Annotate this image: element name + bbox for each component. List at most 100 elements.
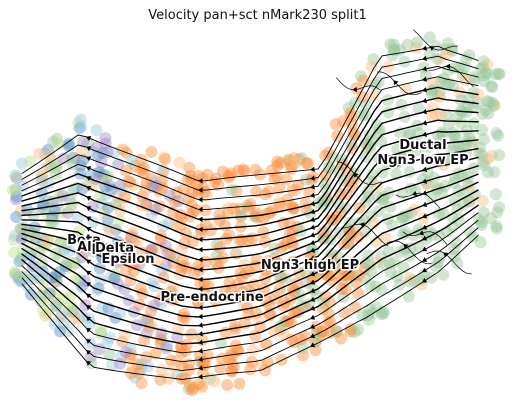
cell-point bbox=[106, 358, 119, 371]
cell-point bbox=[128, 235, 140, 248]
streamline bbox=[21, 108, 479, 241]
cell-point bbox=[12, 273, 25, 286]
streamline bbox=[21, 197, 479, 336]
stream-arrow bbox=[418, 230, 425, 236]
cell-point bbox=[288, 336, 301, 349]
cell-point bbox=[274, 200, 286, 213]
cell-point bbox=[476, 149, 488, 162]
cell-point bbox=[99, 132, 112, 145]
cell-point bbox=[163, 217, 176, 229]
cell-point bbox=[53, 251, 66, 264]
cell-point bbox=[220, 233, 233, 245]
cell-point bbox=[44, 152, 57, 165]
cell-point bbox=[175, 341, 188, 354]
cell-point bbox=[96, 252, 109, 264]
cell-point bbox=[455, 117, 468, 130]
cell-point bbox=[139, 184, 151, 197]
stream-arrow bbox=[310, 342, 316, 348]
cell-point bbox=[140, 199, 153, 212]
cell-point bbox=[326, 269, 338, 282]
cell-point bbox=[359, 225, 372, 238]
cell-point bbox=[366, 307, 379, 320]
stream-arrow bbox=[86, 196, 92, 201]
cell-point bbox=[222, 207, 235, 219]
cell-point bbox=[15, 269, 28, 282]
stream-arrow bbox=[86, 316, 92, 322]
cell-point bbox=[294, 333, 307, 346]
cell-point bbox=[196, 380, 209, 393]
cell-point bbox=[486, 81, 499, 93]
cell-point bbox=[50, 299, 63, 312]
cell-point bbox=[433, 252, 446, 264]
cell-point bbox=[109, 198, 122, 211]
cell-point bbox=[491, 206, 504, 219]
cell-point bbox=[94, 324, 107, 337]
cell-point bbox=[453, 61, 466, 74]
cell-point bbox=[356, 90, 369, 103]
cell-point bbox=[57, 317, 70, 330]
cell-point bbox=[213, 241, 226, 254]
stream-arrow bbox=[86, 270, 92, 276]
cell-point bbox=[24, 155, 37, 168]
cluster-label-epsilon: Epsilon bbox=[101, 252, 154, 267]
cluster-label-alpha: Alpha bbox=[77, 240, 119, 255]
cell-point bbox=[362, 313, 375, 326]
stream-arrow bbox=[310, 305, 316, 311]
streamline bbox=[335, 77, 381, 91]
cell-point bbox=[395, 98, 408, 111]
stream-arrow bbox=[198, 374, 203, 380]
cell-point bbox=[377, 259, 390, 272]
stream-arrow bbox=[86, 327, 92, 333]
cell-point bbox=[194, 277, 207, 290]
streamline bbox=[21, 235, 479, 380]
streamline bbox=[413, 29, 458, 51]
cell-point bbox=[235, 209, 248, 222]
cell-point bbox=[446, 126, 459, 139]
cell-point bbox=[157, 288, 169, 301]
cell-point bbox=[53, 190, 66, 202]
cell-point bbox=[405, 206, 418, 219]
streamline bbox=[21, 227, 479, 372]
cell-point bbox=[50, 158, 63, 171]
stream-arrow bbox=[310, 323, 316, 329]
cell-point bbox=[187, 381, 200, 394]
cell-point bbox=[484, 212, 497, 225]
streamline bbox=[21, 97, 479, 231]
cell-point bbox=[274, 197, 287, 210]
cell-point bbox=[305, 174, 318, 186]
cell-point bbox=[475, 218, 488, 231]
cell-point bbox=[135, 358, 148, 371]
cell-point bbox=[123, 254, 136, 267]
stream-arrow bbox=[310, 333, 316, 339]
cell-point bbox=[10, 211, 23, 223]
cell-point bbox=[456, 68, 469, 81]
stream-arrow bbox=[310, 216, 316, 223]
cell-point bbox=[408, 203, 421, 216]
cell-point bbox=[34, 295, 47, 308]
cluster-label-delta: Delta bbox=[95, 241, 134, 256]
stream-arrow bbox=[359, 222, 365, 228]
streamline bbox=[21, 156, 479, 290]
cell-point bbox=[226, 349, 239, 362]
stream-arrow bbox=[198, 196, 203, 203]
cell-point bbox=[225, 167, 238, 180]
cell-point bbox=[217, 165, 229, 178]
cell-point bbox=[210, 257, 223, 270]
cell-point bbox=[179, 312, 192, 325]
cell-point bbox=[367, 53, 380, 66]
cell-point bbox=[138, 315, 151, 328]
cell-point bbox=[73, 122, 86, 135]
cell-point bbox=[324, 315, 337, 328]
streamline bbox=[21, 219, 479, 363]
cell-point bbox=[475, 216, 488, 229]
cell-point bbox=[219, 326, 232, 339]
cell-point bbox=[336, 274, 349, 287]
cell-point bbox=[158, 151, 170, 164]
cell-point bbox=[362, 309, 374, 322]
cell-point bbox=[173, 156, 186, 169]
stream-arrow bbox=[310, 271, 316, 277]
stream-arrow bbox=[310, 263, 316, 269]
cell-point bbox=[373, 123, 386, 136]
cell-point bbox=[341, 164, 354, 177]
